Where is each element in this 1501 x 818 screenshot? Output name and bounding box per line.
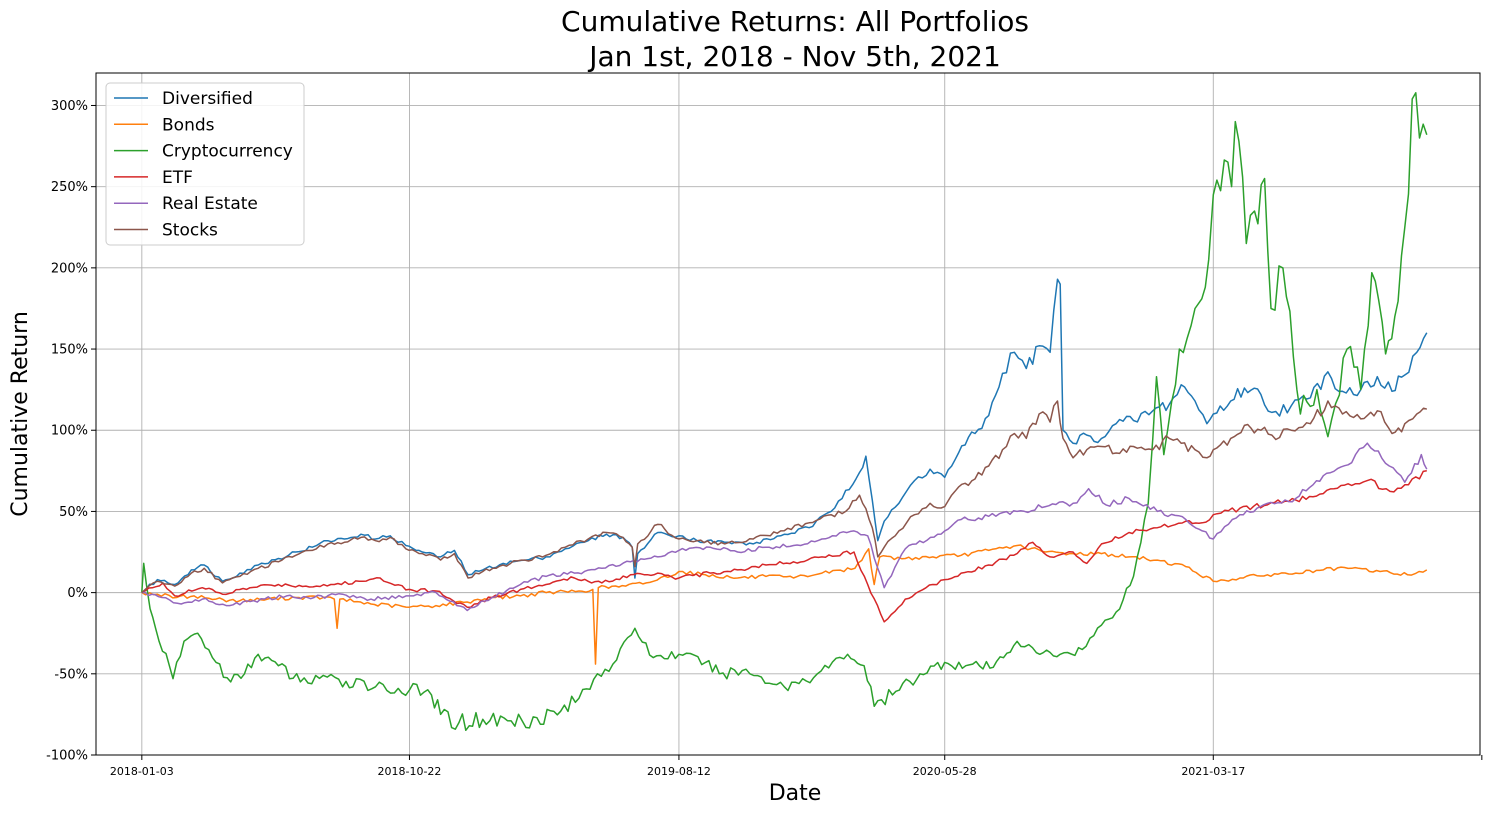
chart-title: Cumulative Returns: All Portfolios — [561, 5, 1029, 38]
legend-label: Real Estate — [162, 194, 258, 214]
x-axis-label: Date — [769, 781, 822, 806]
series-line-real-estate — [141, 442, 1428, 612]
series-line-bonds — [141, 544, 1428, 665]
legend-label: Diversified — [162, 89, 253, 109]
y-tick-label: 300% — [51, 99, 88, 114]
series-line-etf — [141, 470, 1427, 623]
x-axis: 2018-01-03 2018-10-22 2019-08-12 2020-05-28… — [110, 755, 1483, 778]
legend: Diversified Bonds Cryptocurrency ETF Real Es… — [105, 82, 305, 246]
x-tick-label: 2021-03-17 — [1181, 765, 1245, 778]
legend-box — [105, 82, 305, 246]
x-tick-label: 2018-10-22 — [377, 765, 441, 778]
y-tick-label: 250% — [51, 180, 88, 195]
series-line-cryptocurrency — [141, 92, 1428, 732]
series-line-stocks — [141, 400, 1427, 594]
y-tick-label: 0% — [67, 586, 88, 601]
y-tick-label: 150% — [51, 343, 88, 358]
legend-label: Cryptocurrency — [162, 142, 293, 162]
series-layer — [141, 92, 1428, 732]
y-axis-label: Cumulative Return — [8, 311, 33, 517]
y-tick-label: 100% — [51, 424, 88, 439]
chart-subtitle: Jan 1st, 2018 - Nov 5th, 2021 — [587, 40, 1001, 73]
y-axis: -100% -50% 0% 50% 100% 150% 200% 250% 300% — [46, 99, 96, 764]
legend-label: ETF — [162, 168, 193, 188]
y-tick-label: 200% — [51, 261, 88, 276]
y-tick-label: -100% — [46, 749, 88, 764]
x-tick-label: 2019-08-12 — [647, 765, 711, 778]
series-line-diversified — [141, 278, 1428, 594]
y-tick-label: -50% — [54, 667, 88, 682]
x-tick-label: 2018-01-03 — [110, 765, 174, 778]
grid — [96, 73, 1480, 756]
legend-label: Stocks — [162, 221, 218, 241]
x-tick-label: 2020-05-28 — [913, 765, 977, 778]
legend-label: Bonds — [162, 115, 215, 135]
plot-area — [95, 72, 1481, 756]
y-tick-label: 50% — [59, 505, 88, 520]
